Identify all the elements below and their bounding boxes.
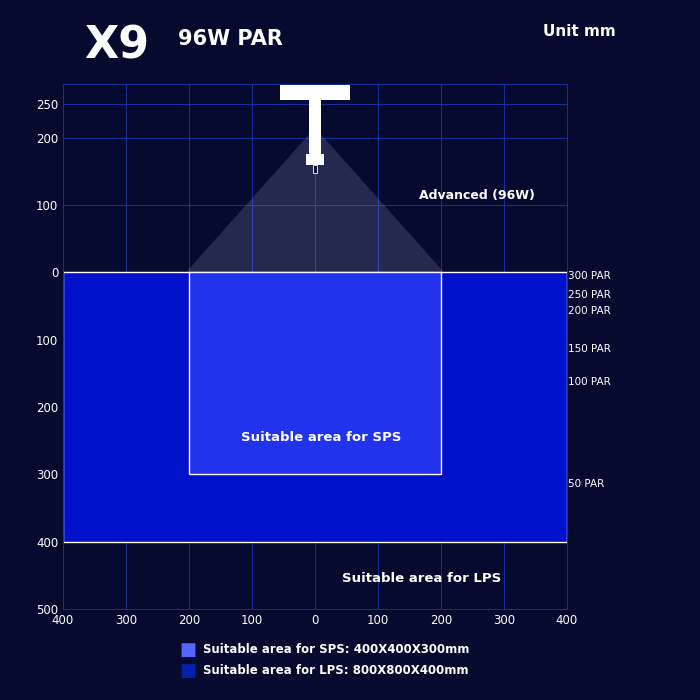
Text: Suitable area for LPS: 800X800X400mm: Suitable area for LPS: 800X800X400mm — [203, 664, 468, 677]
Bar — [313, 164, 317, 173]
Bar — [189, 272, 441, 475]
Text: 200 PAR: 200 PAR — [568, 307, 611, 316]
Text: 96W PAR: 96W PAR — [178, 29, 284, 50]
Text: Suitable area for SPS: 400X400X300mm: Suitable area for SPS: 400X400X300mm — [203, 643, 470, 656]
Text: Suitable area for SPS: Suitable area for SPS — [241, 431, 402, 444]
Text: 50 PAR: 50 PAR — [568, 480, 605, 489]
Text: ■: ■ — [179, 662, 196, 680]
Bar — [280, 85, 350, 100]
Bar — [305, 154, 324, 164]
Text: ■: ■ — [179, 640, 196, 659]
Polygon shape — [186, 127, 444, 272]
Text: 300 PAR: 300 PAR — [568, 271, 611, 281]
Bar — [63, 272, 567, 542]
Bar — [309, 100, 321, 154]
Text: 250 PAR: 250 PAR — [568, 290, 611, 300]
Text: Advanced (96W): Advanced (96W) — [419, 188, 535, 202]
Text: 150 PAR: 150 PAR — [568, 344, 611, 354]
Text: 100 PAR: 100 PAR — [568, 377, 611, 387]
Text: Suitable area for LPS: Suitable area for LPS — [342, 572, 502, 585]
Text: Unit mm: Unit mm — [543, 25, 616, 39]
Text: X9: X9 — [84, 25, 149, 67]
